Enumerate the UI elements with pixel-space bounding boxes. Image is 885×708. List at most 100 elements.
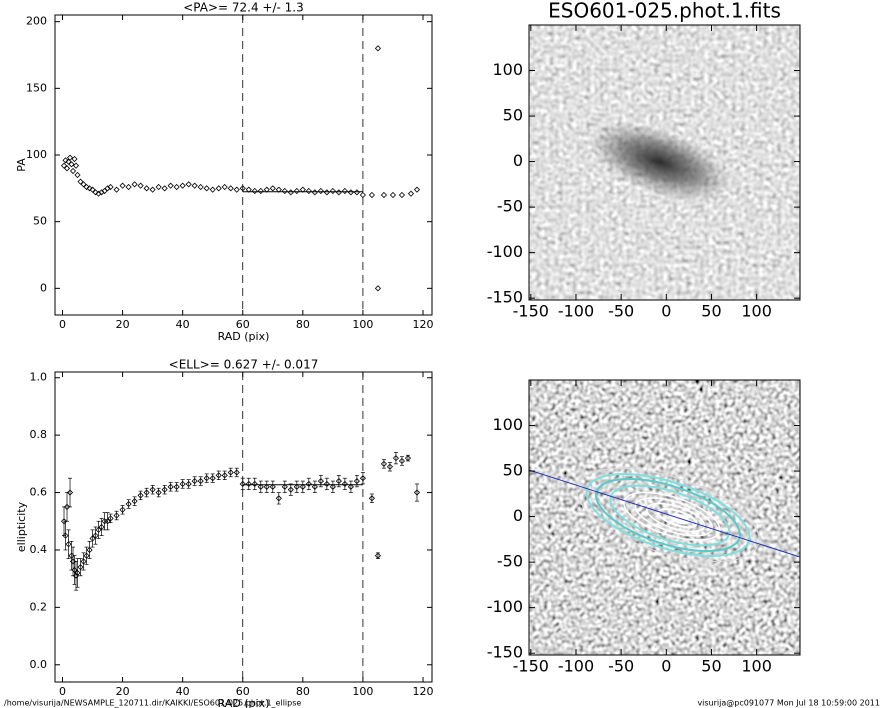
y-axis-label: ellipticity [15, 501, 28, 552]
data-point [299, 483, 306, 490]
chart-title: <ELL>= 0.627 +/- 0.017 [169, 358, 319, 372]
data-point [359, 191, 366, 199]
y-tick-label: 150 [26, 81, 47, 94]
data-point [63, 503, 71, 510]
data-point [311, 483, 318, 490]
data-point [155, 489, 162, 496]
x-tick-label: 60 [236, 318, 250, 331]
x-tick-label: -100 [558, 302, 594, 321]
data-point [257, 187, 264, 195]
x-tick-label: 50 [701, 302, 721, 321]
y-tick-label: 0.6 [30, 486, 48, 499]
data-point [287, 486, 294, 493]
data-point [131, 181, 138, 188]
data-point [74, 171, 81, 179]
x-tick-label: 60 [236, 685, 250, 698]
data-point [83, 183, 90, 191]
data-point [404, 455, 412, 462]
y-tick-label: 0.0 [30, 658, 48, 671]
data-point [221, 472, 228, 479]
x-tick-label: 0 [661, 302, 671, 321]
data-point [191, 182, 198, 189]
data-point [368, 495, 375, 502]
y-tick-label: 0.2 [30, 600, 48, 613]
data-point [311, 189, 318, 196]
data-point [239, 185, 246, 192]
data-point [263, 483, 270, 490]
data-point [305, 187, 312, 195]
data-point [245, 186, 252, 193]
data-point [341, 187, 348, 195]
data-point [119, 182, 126, 189]
data-point [263, 186, 270, 193]
data-point [101, 187, 108, 195]
data-point [113, 186, 120, 193]
y-tick-label: -50 [497, 197, 523, 216]
data-point [113, 512, 120, 519]
data-point [173, 483, 180, 490]
data-point [137, 492, 144, 499]
galaxy-image [529, 25, 800, 300]
data-point [269, 483, 276, 490]
data-point [77, 564, 84, 571]
data-point [191, 478, 198, 485]
data-point [89, 535, 96, 542]
x-tick-label: 0 [59, 318, 66, 331]
data-point [89, 186, 96, 193]
data-point [95, 526, 102, 533]
data-point [380, 460, 388, 467]
x-tick-label: 50 [701, 657, 721, 676]
data-point [347, 189, 354, 196]
x-tick-label: 120 [412, 685, 433, 698]
data-point [275, 186, 282, 193]
data-point [107, 515, 114, 522]
data-point [398, 457, 406, 465]
y-tick-label: 0.8 [30, 428, 48, 441]
x-tick-label: 40 [176, 685, 190, 698]
y-tick-label: 0 [513, 151, 523, 170]
x-tick-label: -50 [608, 302, 634, 321]
data-point [179, 182, 186, 189]
y-tick-label: -50 [497, 552, 523, 571]
data-point [374, 45, 381, 52]
y-tick-label: 50 [503, 461, 523, 480]
data-point [197, 478, 204, 485]
data-point [203, 475, 210, 482]
plot-frame [54, 371, 433, 683]
data-point [60, 162, 68, 169]
data-point [413, 186, 421, 193]
data-point [299, 186, 306, 193]
data-point [359, 475, 366, 482]
data-point [86, 185, 93, 192]
y-tick-label: 100 [492, 60, 523, 79]
y-tick-label: 100 [26, 148, 47, 161]
data-point [104, 518, 111, 525]
data-point [80, 558, 87, 565]
data-point [353, 189, 360, 196]
chart-title: <PA>= 72.4 +/- 1.3 [183, 1, 304, 15]
data-point [281, 187, 288, 195]
data-point [317, 187, 324, 195]
data-point [137, 182, 144, 189]
y-axis-label: PA [15, 158, 28, 172]
footer-info: visurija@pc091077 Mon Jul 18 10:59:00 20… [697, 699, 880, 708]
data-point [65, 158, 72, 165]
y-tick-label: 50 [33, 215, 47, 228]
data-point [66, 154, 74, 161]
plot-frame [528, 24, 801, 301]
data-point [317, 478, 324, 485]
y-tick-label: 0 [513, 506, 523, 525]
x-tick-label: -150 [513, 302, 549, 321]
data-point [368, 191, 375, 199]
data-point [209, 186, 216, 193]
data-point [86, 546, 93, 554]
x-tick-label: 100 [352, 685, 373, 698]
data-point [323, 189, 330, 196]
y-tick-label: 1.0 [30, 371, 48, 384]
y-tick-label: 50 [503, 106, 523, 125]
isophote-image [529, 380, 800, 655]
data-point [62, 532, 69, 539]
data-point [251, 187, 258, 195]
data-point [71, 155, 78, 163]
data-point [60, 518, 68, 525]
